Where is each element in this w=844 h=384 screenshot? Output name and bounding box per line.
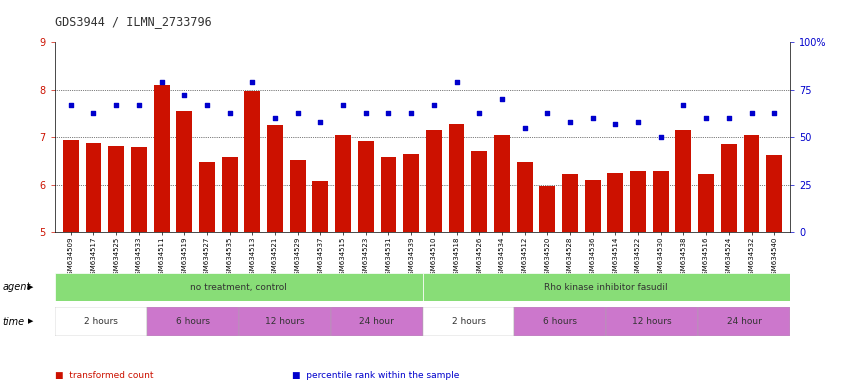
Point (495, 96, 508, 103)
Point (449, 79, 463, 85)
Point (722, 115, 735, 121)
Point (64, 102, 78, 108)
Bar (471, 151, 487, 232)
Point (585, 115, 598, 121)
Bar (494, 135, 509, 232)
Point (630, 119, 644, 125)
Point (154, 79, 168, 85)
Point (110, 102, 123, 108)
Bar (62, 140, 78, 232)
Bar (538, 186, 555, 232)
Bar (55, 273, 422, 301)
Point (87, 109, 100, 116)
Text: time: time (3, 316, 24, 327)
Text: 24 hour: 24 hour (726, 317, 760, 326)
Bar (697, 307, 789, 336)
Point (200, 102, 214, 108)
Point (744, 109, 757, 116)
Bar (108, 146, 124, 232)
Point (313, 119, 327, 125)
Bar (425, 130, 441, 232)
Point (472, 109, 485, 116)
Bar (176, 111, 192, 232)
Bar (199, 162, 214, 232)
Bar (652, 172, 668, 232)
Bar (561, 174, 577, 232)
Bar (607, 173, 623, 232)
Point (268, 115, 281, 121)
Bar (221, 157, 237, 232)
Bar (630, 170, 645, 232)
Bar (55, 307, 147, 336)
Bar (514, 307, 606, 336)
Point (336, 102, 349, 108)
Bar (312, 181, 328, 232)
Point (177, 93, 191, 99)
Bar (422, 273, 789, 301)
Text: ■  transformed count: ■ transformed count (55, 371, 154, 380)
Point (676, 102, 690, 108)
Point (699, 115, 712, 121)
Text: GDS3944 / ILMN_2733796: GDS3944 / ILMN_2733796 (55, 15, 212, 28)
Bar (239, 307, 330, 336)
Point (381, 109, 395, 116)
Text: 2 hours: 2 hours (451, 317, 484, 326)
Text: 12 hours: 12 hours (631, 317, 671, 326)
Bar (674, 130, 690, 232)
Bar (720, 144, 736, 232)
Bar (516, 162, 532, 232)
Bar (743, 135, 759, 232)
Bar (380, 157, 396, 232)
Text: agent: agent (3, 282, 30, 292)
Point (290, 109, 304, 116)
Text: Rho kinase inhibitor fasudil: Rho kinase inhibitor fasudil (544, 283, 668, 291)
Bar (766, 156, 782, 232)
Point (540, 109, 554, 116)
Text: 6 hours: 6 hours (176, 317, 209, 326)
Bar (267, 126, 283, 232)
Text: ▶: ▶ (28, 284, 33, 290)
Point (563, 119, 576, 125)
Bar (584, 180, 600, 232)
Text: ■  percentile rank within the sample: ■ percentile rank within the sample (291, 371, 458, 380)
Bar (330, 307, 422, 336)
Point (132, 102, 145, 108)
Text: 12 hours: 12 hours (264, 317, 304, 326)
Point (404, 109, 418, 116)
Point (246, 79, 259, 85)
Text: 6 hours: 6 hours (543, 317, 576, 326)
Bar (422, 307, 514, 336)
Point (223, 109, 236, 116)
Point (608, 121, 621, 127)
Bar (697, 174, 713, 232)
Bar (606, 307, 697, 336)
Bar (357, 141, 373, 232)
Bar (85, 143, 101, 232)
Bar (154, 85, 170, 232)
Bar (244, 91, 260, 232)
Text: 2 hours: 2 hours (84, 317, 117, 326)
Text: 24 hour: 24 hour (359, 317, 393, 326)
Text: ▶: ▶ (28, 319, 33, 324)
Bar (335, 135, 350, 232)
Bar (147, 307, 239, 336)
Bar (448, 124, 464, 232)
Point (359, 109, 372, 116)
Bar (131, 147, 147, 232)
Point (766, 109, 780, 116)
Point (517, 125, 531, 131)
Bar (403, 154, 419, 232)
Text: no treatment, control: no treatment, control (190, 283, 287, 291)
Point (426, 102, 440, 108)
Bar (289, 160, 306, 232)
Point (653, 134, 667, 141)
